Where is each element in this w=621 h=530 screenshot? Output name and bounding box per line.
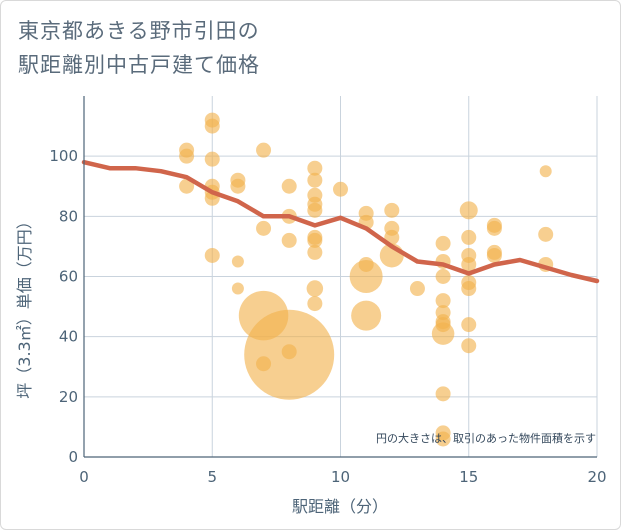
bubble-point xyxy=(435,431,451,447)
average-line-series xyxy=(81,159,600,284)
chart-title-line-2: 駅距離別中古戸建て価格 xyxy=(18,53,260,77)
bubble-point xyxy=(435,235,451,251)
bubble-point xyxy=(461,317,477,333)
bubble-point xyxy=(307,160,323,176)
bubble-point xyxy=(486,220,502,236)
bubble-point xyxy=(256,142,272,158)
bubble-point xyxy=(281,178,297,194)
bubble-point xyxy=(204,151,220,167)
bubble-point xyxy=(349,260,383,293)
bubble-point xyxy=(307,172,323,188)
bubble-point xyxy=(538,226,554,242)
bubble-point xyxy=(204,247,220,263)
bubble-point xyxy=(358,256,374,272)
x-tick-10: 10 xyxy=(331,468,350,486)
bubble-point xyxy=(459,201,478,220)
bubble-point xyxy=(307,202,323,218)
bubble-point xyxy=(435,269,451,284)
x-tick-20: 20 xyxy=(587,468,606,486)
bubble-point xyxy=(307,296,323,312)
bubble-point xyxy=(539,165,552,178)
y-tick-100: 100 xyxy=(49,147,78,165)
y-axis-label: 坪（3.3㎡）単価（万円） xyxy=(15,213,34,398)
y-tick-80: 80 xyxy=(59,207,78,225)
bubble-point xyxy=(306,280,324,297)
bubble-point xyxy=(230,178,246,194)
bubble-point xyxy=(307,244,323,260)
bubble-point xyxy=(179,178,195,194)
bubble-point xyxy=(435,386,451,402)
bubble-point xyxy=(461,281,477,297)
bubble-point xyxy=(204,118,220,134)
bubble-point xyxy=(435,317,451,333)
bubble-point xyxy=(231,255,244,268)
y-tick-20: 20 xyxy=(59,388,78,406)
x-axis-label: 駅距離（分） xyxy=(292,497,388,516)
bubble-point xyxy=(351,300,382,331)
y-tick-40: 40 xyxy=(59,328,78,346)
bubble-size-note: 円の大きさは、取引のあった物件面積を示す xyxy=(376,431,596,445)
x-tick-15: 15 xyxy=(459,468,478,486)
x-tick-5: 5 xyxy=(207,468,217,486)
x-tick-0: 0 xyxy=(79,468,89,486)
bubble-point xyxy=(238,290,289,341)
bubble-point xyxy=(333,181,348,197)
average-price-line xyxy=(81,159,600,284)
bubble-point xyxy=(486,247,502,263)
bubble-point xyxy=(231,282,244,295)
bubble-point xyxy=(461,229,477,245)
axes xyxy=(83,96,597,458)
y-tick-0: 0 xyxy=(68,448,78,466)
bubble-point xyxy=(435,293,451,309)
bubble-point xyxy=(461,338,477,354)
chart-title: 東京都あきる野市引田の 駅距離別中古戸建て価格 xyxy=(18,14,578,82)
bubble-point xyxy=(384,202,400,218)
bubble-point xyxy=(409,281,425,297)
chart-title-line-1: 東京都あきる野市引田の xyxy=(18,19,260,43)
bubble-point xyxy=(256,220,272,236)
bubble-point xyxy=(461,256,477,272)
bubble-point xyxy=(281,232,297,248)
bubble-point xyxy=(281,344,297,360)
bubble-series xyxy=(179,112,554,447)
y-tick-60: 60 xyxy=(59,268,78,286)
bubble-point xyxy=(256,356,272,372)
tick-labels: 0 20 40 60 80 100 0 5 10 15 20 xyxy=(49,147,606,486)
bubble-point xyxy=(307,232,323,248)
bubble-point xyxy=(179,148,195,164)
grid-lines xyxy=(84,96,598,457)
